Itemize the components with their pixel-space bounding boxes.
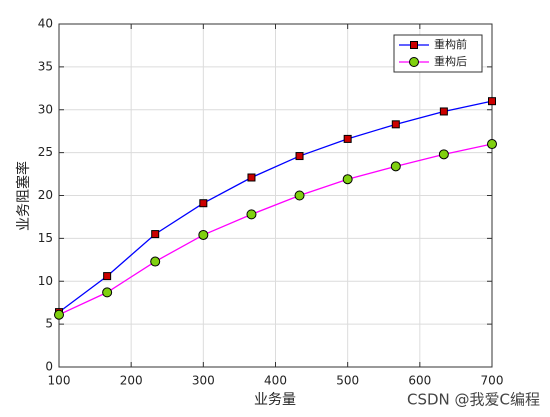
data-point — [102, 287, 113, 298]
y-tick-label: 20 — [38, 188, 53, 202]
x-tick-label: 200 — [120, 374, 143, 388]
data-point — [487, 139, 497, 150]
x-tick-label: 600 — [408, 374, 431, 388]
x-tick-label: 500 — [336, 374, 359, 388]
x-axis-label: 业务量 — [254, 392, 296, 408]
y-tick-label: 10 — [38, 274, 53, 288]
data-point — [343, 134, 352, 143]
y-tick-label: 30 — [38, 102, 53, 116]
plot-frame — [58, 23, 493, 368]
y-tick-label: 5 — [45, 317, 53, 331]
y-tick-label: 40 — [38, 17, 53, 31]
legend-label: 重构前 — [434, 37, 467, 51]
data-point — [391, 120, 400, 129]
data-point — [488, 97, 496, 106]
x-tick-label: 400 — [264, 374, 287, 388]
data-point — [390, 161, 401, 172]
series-line — [58, 143, 493, 316]
data-point — [150, 256, 161, 267]
legend-label: 重构后 — [434, 54, 467, 68]
legend-box — [393, 34, 483, 73]
data-point — [439, 107, 448, 116]
data-point — [199, 199, 208, 208]
legend-marker — [410, 41, 418, 49]
y-tick-label: 25 — [38, 145, 53, 159]
y-tick-label: 35 — [38, 59, 53, 73]
y-tick-label: 15 — [38, 231, 53, 245]
data-point — [294, 190, 305, 201]
legend-marker — [409, 57, 419, 67]
data-point — [295, 152, 304, 161]
data-point — [246, 209, 257, 220]
data-point — [198, 229, 209, 240]
data-point — [247, 173, 256, 182]
data-point — [103, 272, 112, 281]
data-point — [342, 174, 353, 185]
x-tick-label: 300 — [192, 374, 215, 388]
y-axis-label: 业务阻塞率 — [15, 161, 32, 231]
data-point — [151, 230, 160, 239]
y-tick-label: 0 — [45, 360, 53, 374]
x-tick-label: 100 — [48, 374, 71, 388]
x-tick-label: 700 — [481, 374, 504, 388]
series-line — [58, 100, 493, 313]
data-point — [54, 309, 64, 320]
data-point — [438, 149, 449, 160]
watermark: CSDN @我爱C编程 — [407, 391, 540, 409]
